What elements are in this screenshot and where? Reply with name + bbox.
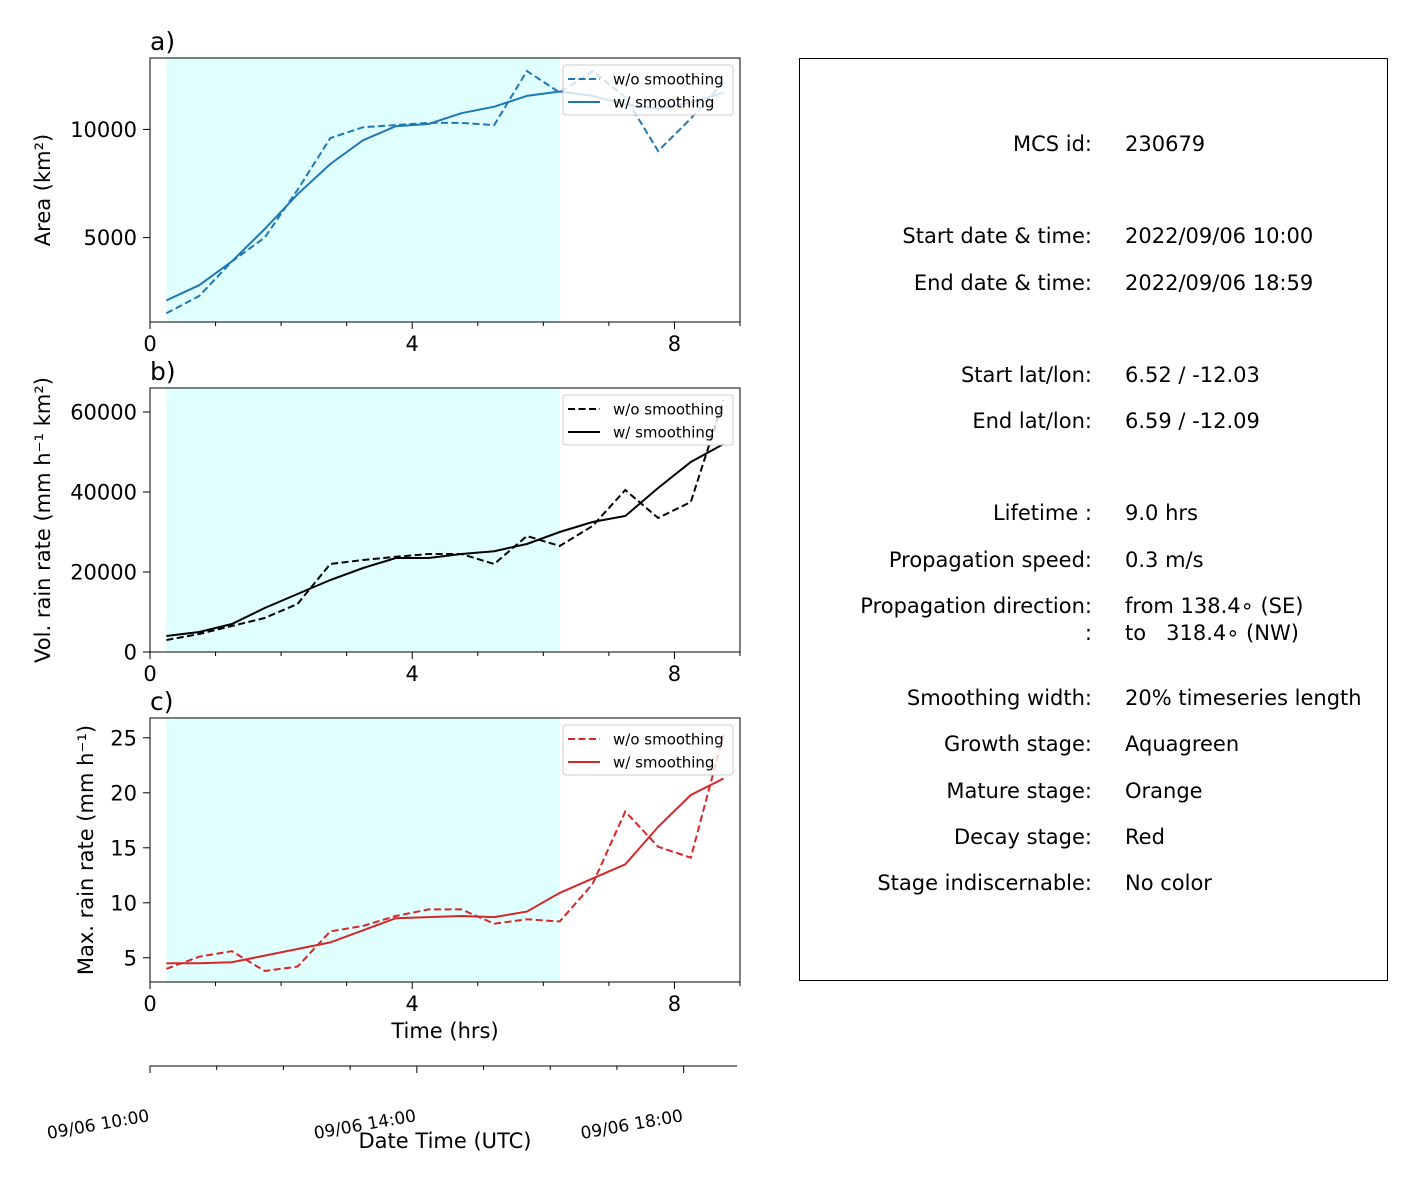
legend-label: w/ smoothing (613, 754, 714, 772)
info-key: : (1084, 621, 1092, 645)
info-value: from 138.4∘ (SE) (1125, 594, 1304, 618)
y-tick-label: 60000 (70, 401, 137, 425)
max-rain-rate-chart-panel: 0 4 8 5 10 15 20 25 Max. rain rate (mm h⁻¹) c) w/o… (74, 687, 741, 1043)
legend-label: w/ smoothing (613, 94, 714, 112)
y-tick-label: 40000 (70, 481, 137, 505)
panel-label: a) (150, 27, 175, 56)
info-value: Orange (1125, 779, 1203, 803)
date-axis-label: Date Time (UTC) (359, 1129, 532, 1153)
x-tick-label: 8 (668, 992, 681, 1016)
growth-stage-shading (166, 718, 560, 982)
volumetric-rain-chart-panel: 0 4 8 0 20000 40000 60000 Vol. rain rate (mm h⁻… (31, 357, 741, 686)
axes-frame (149, 57, 741, 323)
y-tick-label: 10 (110, 891, 137, 915)
y-tick-label: 5000 (84, 226, 137, 250)
info-key: Start date & time: (902, 224, 1092, 248)
x-axis-label: Time (hrs) (390, 1019, 498, 1043)
info-value: 9.0 hrs (1125, 501, 1198, 525)
legend-label: w/o smoothing (613, 401, 724, 419)
x-tick-label: 8 (668, 662, 681, 686)
series-line-w-o-smoothing (166, 734, 725, 973)
info-value: to 318.4∘ (NW) (1125, 621, 1299, 645)
panel-label: c) (150, 687, 174, 716)
info-value: 230679 (1125, 132, 1206, 156)
growth-stage-shading (166, 388, 560, 652)
x-tick-label: 8 (668, 332, 681, 356)
x-tick-label: 0 (143, 332, 156, 356)
legend-label: w/o smoothing (613, 731, 724, 749)
info-key: Start lat/lon: (960, 363, 1092, 387)
info-value: 2022/09/06 18:59 (1125, 271, 1314, 295)
series-line-w-smoothing (166, 443, 725, 637)
x-tick-label: 4 (406, 662, 419, 686)
info-key: Stage indiscernable: (877, 871, 1092, 895)
info-key: Smoothing width: (906, 686, 1092, 710)
legend-box (562, 64, 734, 116)
info-value: Red (1125, 825, 1165, 849)
y-tick-label: 0 (124, 641, 137, 665)
legend-label: w/o smoothing (613, 71, 724, 89)
date-tick-label: 09/06 10:00 (46, 1106, 151, 1144)
y-tick-label: 25 (110, 726, 137, 750)
legend-label: w/ smoothing (613, 424, 714, 442)
info-value: 2022/09/06 10:00 (1125, 224, 1314, 248)
info-key: End date & time: (913, 271, 1092, 295)
date-tick-label: 09/06 18:00 (579, 1106, 684, 1144)
info-key: End lat/lon: (972, 409, 1092, 433)
info-key: MCS id: (1012, 132, 1092, 156)
info-value: No color (1125, 871, 1212, 895)
info-value: 6.59 / -12.09 (1125, 409, 1260, 433)
x-tick-label: 0 (143, 662, 156, 686)
info-key: Growth stage: (943, 732, 1092, 756)
y-axis-label: Area (km²) (31, 134, 55, 246)
area-chart-panel: 0 4 8 5000 10000 Area (km²) a) w/o smoothing w/ … (31, 27, 741, 356)
y-tick-label: 5 (124, 946, 137, 970)
info-key: Mature stage: (946, 779, 1092, 803)
y-tick-label: 20000 (70, 561, 137, 585)
info-value: 6.52 / -12.03 (1125, 363, 1260, 387)
axes-frame (149, 717, 741, 983)
x-tick-label: 0 (143, 992, 156, 1016)
info-key: Propagation speed: (888, 548, 1092, 572)
y-tick-label: 15 (110, 836, 137, 860)
info-value: Aquagreen (1125, 732, 1240, 756)
info-key: Propagation direction: (860, 594, 1092, 618)
axes-frame (149, 387, 741, 653)
x-tick-label: 4 (406, 332, 419, 356)
x-tick-label: 4 (406, 992, 419, 1016)
growth-stage-shading (166, 58, 560, 322)
y-tick-label: 10000 (70, 118, 137, 142)
series-line-w-smoothing (166, 777, 725, 965)
y-tick-label: 20 (110, 781, 137, 805)
y-axis-label: Vol. rain rate (mm h⁻¹ km²) (31, 377, 55, 663)
series-line-w-o-smoothing (166, 399, 725, 641)
info-key: Decay stage: (954, 825, 1092, 849)
legend-box (562, 724, 734, 776)
legend-box (562, 394, 734, 446)
y-axis-label: Max. rain rate (mm h⁻¹) (74, 725, 98, 975)
info-key: Lifetime : (992, 501, 1092, 525)
panel-label: b) (150, 357, 176, 386)
info-value: 20% timeseries length (1125, 686, 1362, 710)
info-value: 0.3 m/s (1125, 548, 1204, 572)
mcs-info-panel: MCS id: 230679 Start date & time: 2022/09/0… (799, 58, 1388, 981)
